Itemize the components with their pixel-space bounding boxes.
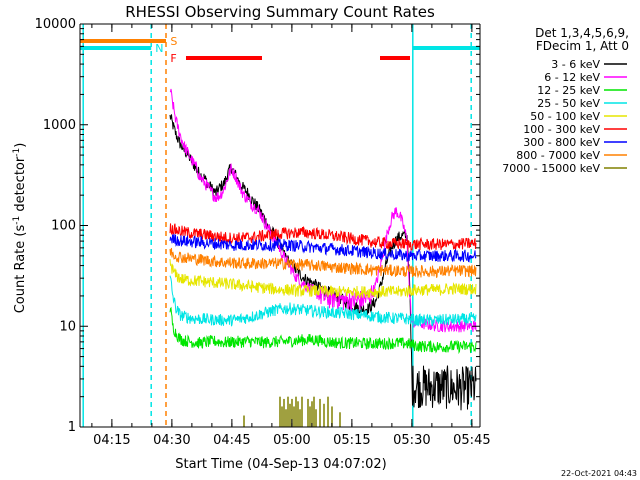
series-line-6 — [169, 233, 477, 263]
y-tick-label-2: 100 — [51, 219, 76, 234]
x-tick-label-5: 05:30 — [393, 433, 430, 448]
y-tick-label-1: 10 — [59, 319, 76, 334]
y-axis-label: Count Rate (s-1 detector-1) — [12, 143, 28, 314]
y-axis-label-prefix: Count Rate (s — [13, 225, 28, 314]
series-line-2 — [169, 306, 477, 355]
chart-title: RHESSI Observing Summary Count Rates — [125, 3, 435, 21]
x-tick-label-4: 05:15 — [333, 433, 370, 448]
legend-label-0: 3 - 6 keV — [551, 58, 600, 71]
x-tick-label-1: 04:30 — [153, 433, 190, 448]
y-tick-label-4: 10000 — [35, 17, 76, 32]
y-axis-label-sup-2: -1 — [12, 148, 22, 157]
legend-label-7: 800 - 7000 keV — [516, 149, 600, 162]
x-tick-label-6: 05:45 — [453, 433, 490, 448]
x-tick-label-0: 04:15 — [93, 433, 130, 448]
series-line-7 — [169, 247, 477, 279]
axes: 04:15 04:30 04:45 05:00 05:15 05:30 05:45 1 10 10… — [35, 17, 491, 448]
legend: Det 1,3,4,5,6,9, FDecim 1, Att 0 3 - 6 k… — [502, 26, 629, 175]
f-flag-label: F — [170, 52, 176, 65]
legend-label-5: 100 - 300 keV — [523, 123, 600, 136]
s-flag-label: S — [170, 35, 177, 48]
y-tick-label-0: 1 — [68, 420, 76, 435]
y-axis-label-sup: -1 — [12, 216, 22, 225]
legend-label-4: 50 - 100 keV — [530, 110, 600, 123]
series-line-5 — [169, 223, 477, 252]
legend-header-line1: Det 1,3,4,5,6,9, — [535, 26, 629, 40]
legend-label-2: 12 - 25 keV — [537, 84, 600, 97]
legend-label-1: 6 - 12 keV — [544, 71, 600, 84]
footer-date: 22-Oct-2021 04:43 — [561, 469, 637, 478]
legend-header-line2: FDecim 1, Att 0 — [536, 39, 629, 53]
legend-label-3: 25 - 50 keV — [537, 97, 600, 110]
y-axis-label-suffix: detector — [13, 156, 28, 216]
series-line-4 — [169, 259, 477, 300]
x-axis-label: Start Time (04-Sep-13 04:07:02) — [175, 457, 386, 472]
series-line-3 — [169, 275, 477, 327]
y-tick-label-3: 1000 — [43, 118, 76, 133]
y-axis-label-end: ) — [13, 143, 28, 148]
x-tick-label-2: 04:45 — [213, 433, 250, 448]
x-tick-label-3: 05:00 — [273, 433, 310, 448]
plot-area: SNF — [80, 24, 480, 427]
legend-label-6: 300 - 800 keV — [523, 136, 600, 149]
n-flag-label: N — [155, 42, 163, 55]
legend-label-8: 7000 - 15000 keV — [502, 162, 600, 175]
